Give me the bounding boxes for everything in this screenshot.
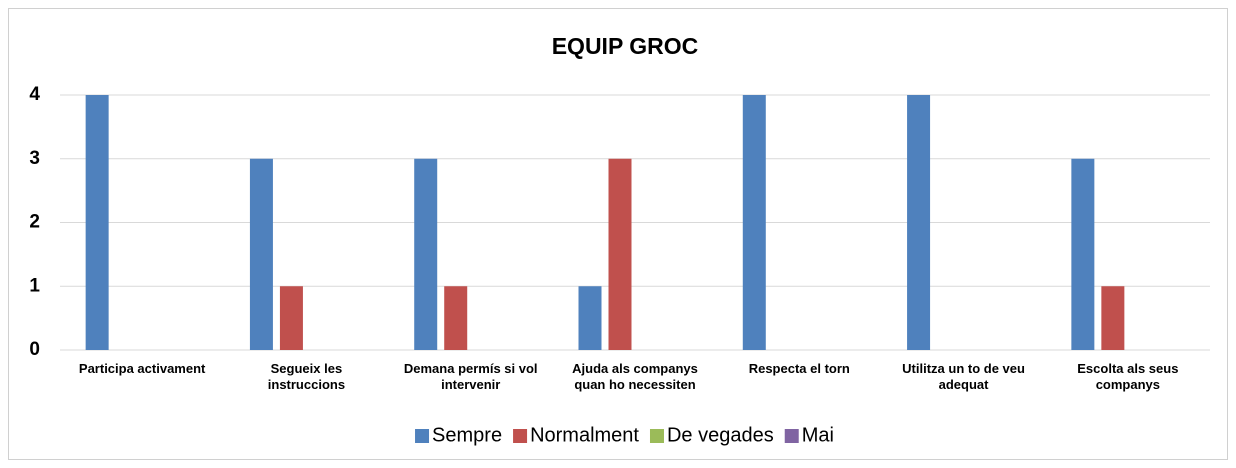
legend-swatch [415, 429, 430, 443]
bar [742, 95, 766, 350]
legend-swatch [513, 429, 528, 443]
legend-label: Sempre [432, 424, 502, 446]
bar [907, 95, 931, 350]
legend-label: Normalment [530, 424, 639, 446]
bar [279, 286, 303, 350]
bar [249, 158, 273, 350]
bar [85, 95, 109, 350]
y-tick-label: 0 [29, 339, 40, 360]
y-tick-label: 3 [29, 148, 40, 169]
bar [608, 158, 632, 350]
y-tick-label: 4 [29, 84, 40, 105]
legend-label: De vegades [667, 424, 774, 446]
bar [414, 158, 438, 350]
x-tick-label: Ajuda als companys quan ho necessiten [572, 361, 698, 392]
bar [1101, 286, 1125, 350]
x-tick-label: Utilitza un to de veu adequat [902, 361, 1025, 392]
bar [1071, 158, 1095, 350]
x-tick-label: Escolta als seus companys [1077, 361, 1178, 392]
chart-title: EQUIP GROC [552, 33, 699, 59]
legend-label: Mai [802, 424, 834, 446]
y-tick-label: 1 [29, 275, 40, 296]
y-tick-label: 2 [29, 212, 40, 233]
x-tick-label: Demana permís si vol intervenir [404, 361, 538, 392]
legend-swatch [784, 429, 799, 443]
x-tick-label: Segueix les instruccions [268, 361, 345, 392]
legend-swatch [649, 429, 664, 443]
bar [444, 286, 468, 350]
x-tick-label: Respecta el torn [749, 361, 850, 376]
bar [578, 286, 602, 350]
x-tick-label: Participa activament [79, 361, 206, 376]
